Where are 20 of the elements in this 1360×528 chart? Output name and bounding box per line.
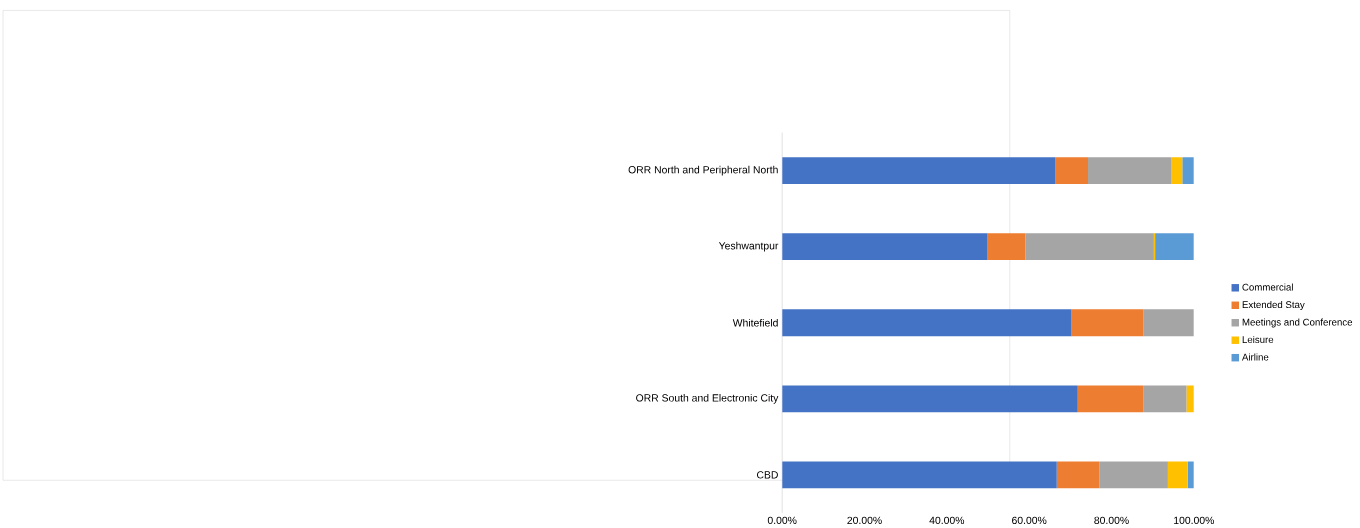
bar xyxy=(1056,461,1100,489)
bar xyxy=(782,309,1072,337)
bar xyxy=(782,385,1078,413)
bar xyxy=(1155,233,1194,261)
bar xyxy=(1167,461,1188,489)
bar xyxy=(1186,385,1194,413)
bar xyxy=(1077,385,1144,413)
bar xyxy=(987,233,1026,261)
bar xyxy=(782,157,1056,185)
bar xyxy=(1055,157,1089,185)
bar xyxy=(782,233,988,261)
bar xyxy=(1088,157,1172,185)
bar xyxy=(1071,309,1144,337)
bar xyxy=(1182,157,1194,185)
bar xyxy=(1171,157,1183,185)
bar xyxy=(1025,233,1154,261)
bar xyxy=(782,461,1057,489)
bar xyxy=(1143,385,1187,413)
bar xyxy=(1099,461,1168,489)
bar xyxy=(1143,309,1194,337)
